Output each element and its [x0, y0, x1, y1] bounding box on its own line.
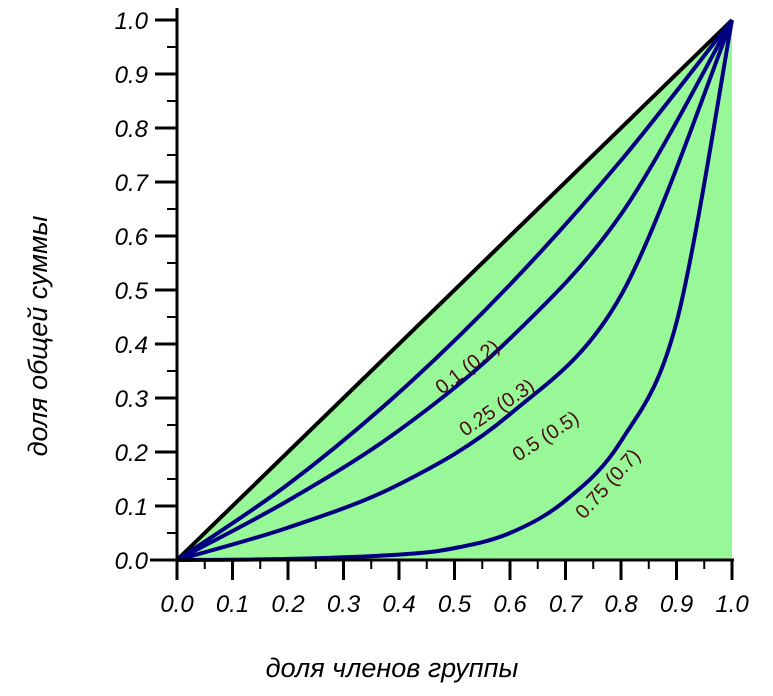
x-tick-label: 0.5 — [438, 591, 472, 618]
y-tick-label: 0.8 — [115, 116, 149, 143]
y-tick-label: 0.6 — [115, 224, 149, 251]
x-tick-label: 0.8 — [604, 591, 638, 618]
x-tick-label: 0.1 — [216, 591, 249, 618]
curve-3 — [176, 19, 734, 562]
x-tick-label: 0.7 — [549, 591, 584, 618]
x-tick-label: 0.4 — [382, 591, 415, 618]
curve-group — [175, 18, 734, 562]
x-tick-label: 0.3 — [327, 591, 361, 618]
y-tick-label: 0.2 — [115, 440, 148, 467]
equality-line — [175, 18, 734, 562]
y-tick-label: 0.0 — [115, 548, 149, 575]
x-tick-label: 0.2 — [271, 591, 304, 618]
y-tick-label: 0.1 — [115, 494, 148, 521]
x-tick-label: 0.0 — [160, 591, 194, 618]
y-axis-title: доля общей суммы — [23, 215, 53, 456]
x-tick-label: 0.6 — [493, 591, 527, 618]
y-tick-label: 0.9 — [115, 62, 148, 89]
axes: 0.0 0.1 0.2 0.3 0.4 0.5 0.6 0.7 0.8 0.9 1.0 0.0 0.1 0… — [115, 8, 749, 618]
x-axis-title: доля членов группы — [266, 653, 519, 683]
curve-1 — [175, 18, 734, 562]
y-tick-label: 1.0 — [115, 8, 149, 35]
x-tick-label: 0.9 — [660, 591, 693, 618]
y-tick-label: 0.4 — [115, 332, 148, 359]
y-tick-label: 0.5 — [115, 278, 149, 305]
y-tick-label: 0.7 — [115, 170, 150, 197]
y-tick-label: 0.3 — [115, 386, 149, 413]
curve-2 — [176, 19, 734, 562]
curve-4 — [176, 19, 734, 562]
x-tick-label: 1.0 — [715, 591, 749, 618]
